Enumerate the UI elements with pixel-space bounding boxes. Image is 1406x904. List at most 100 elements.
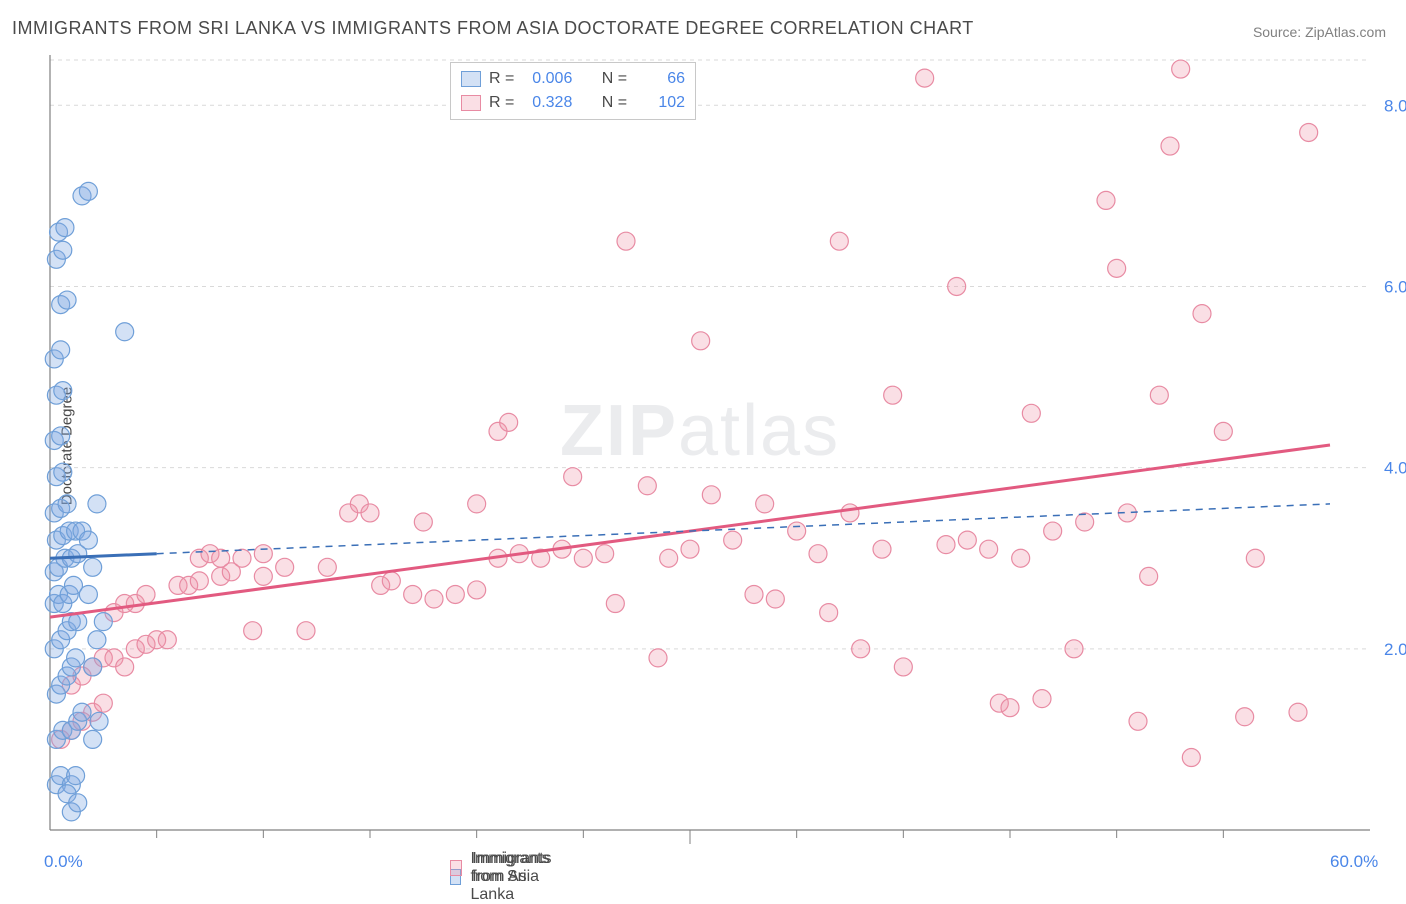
data-point-asia	[1129, 712, 1147, 730]
data-point-asia	[1033, 690, 1051, 708]
data-point-asia	[980, 540, 998, 558]
data-point-asia	[702, 486, 720, 504]
data-point-asia	[254, 545, 272, 563]
y-tick-label: 4.0%	[1384, 459, 1406, 478]
trend-line-srilanka-dashed	[157, 504, 1330, 554]
data-point-srilanka	[84, 558, 102, 576]
data-point-asia	[425, 590, 443, 608]
data-point-asia	[1044, 522, 1062, 540]
y-tick-label: 6.0%	[1384, 277, 1406, 296]
data-point-srilanka	[69, 794, 87, 812]
data-point-asia	[297, 622, 315, 640]
data-point-srilanka	[84, 730, 102, 748]
data-point-asia	[1182, 749, 1200, 767]
data-point-asia	[820, 604, 838, 622]
data-point-asia	[916, 69, 934, 87]
correlation-legend: R =0.006 N =66R =0.328 N =102	[450, 62, 696, 120]
data-point-asia	[500, 413, 518, 431]
data-point-asia	[649, 649, 667, 667]
data-point-srilanka	[88, 495, 106, 513]
legend-swatch	[461, 95, 481, 111]
data-point-asia	[468, 495, 486, 513]
legend-swatch	[450, 860, 462, 876]
data-point-asia	[1001, 699, 1019, 717]
data-point-asia	[830, 232, 848, 250]
data-point-asia	[692, 332, 710, 350]
legend-item: Immigrants from Asia	[450, 850, 559, 886]
legend-label: Immigrants from Asia	[472, 850, 559, 886]
data-point-asia	[948, 277, 966, 295]
data-point-asia	[788, 522, 806, 540]
data-point-asia	[1300, 123, 1318, 141]
data-point-asia	[596, 545, 614, 563]
data-point-srilanka	[52, 341, 70, 359]
data-point-asia	[254, 567, 272, 585]
data-point-asia	[574, 549, 592, 567]
data-point-asia	[1097, 191, 1115, 209]
data-point-srilanka	[88, 631, 106, 649]
x-tick-label-min: 0.0%	[44, 852, 83, 872]
data-point-asia	[841, 504, 859, 522]
data-point-srilanka	[94, 613, 112, 631]
data-point-asia	[404, 585, 422, 603]
data-point-asia	[1022, 404, 1040, 422]
data-point-asia	[1236, 708, 1254, 726]
data-point-asia	[137, 585, 155, 603]
data-point-asia	[638, 477, 656, 495]
data-point-asia	[1193, 305, 1211, 323]
data-point-asia	[564, 468, 582, 486]
data-point-asia	[724, 531, 742, 549]
data-point-srilanka	[79, 531, 97, 549]
data-point-asia	[884, 386, 902, 404]
data-point-asia	[361, 504, 379, 522]
data-point-asia	[873, 540, 891, 558]
data-point-asia	[190, 572, 208, 590]
data-point-asia	[244, 622, 262, 640]
y-tick-label: 8.0%	[1384, 96, 1406, 115]
data-point-asia	[318, 558, 336, 576]
legend-row: R =0.328 N =102	[461, 91, 685, 115]
data-point-asia	[116, 658, 134, 676]
data-point-asia	[606, 595, 624, 613]
data-point-srilanka	[116, 323, 134, 341]
legend-swatch	[461, 71, 481, 87]
data-point-srilanka	[67, 767, 85, 785]
data-point-asia	[852, 640, 870, 658]
data-point-srilanka	[84, 658, 102, 676]
data-point-asia	[766, 590, 784, 608]
legend-row: R =0.006 N =66	[461, 67, 685, 91]
data-point-srilanka	[79, 182, 97, 200]
data-point-asia	[1012, 549, 1030, 567]
data-point-asia	[809, 545, 827, 563]
data-point-srilanka	[54, 382, 72, 400]
data-point-asia	[660, 549, 678, 567]
data-point-srilanka	[54, 241, 72, 259]
data-point-asia	[233, 549, 251, 567]
data-point-srilanka	[56, 219, 74, 237]
data-point-asia	[937, 536, 955, 554]
data-point-asia	[94, 694, 112, 712]
data-point-asia	[894, 658, 912, 676]
data-point-srilanka	[58, 495, 76, 513]
data-point-srilanka	[52, 427, 70, 445]
data-point-asia	[1161, 137, 1179, 155]
data-point-asia	[276, 558, 294, 576]
data-point-asia	[958, 531, 976, 549]
scatter-plot: 2.0%4.0%6.0%8.0%	[0, 0, 1406, 892]
data-point-asia	[414, 513, 432, 531]
data-point-asia	[756, 495, 774, 513]
data-point-srilanka	[67, 649, 85, 667]
data-point-asia	[745, 585, 763, 603]
data-point-asia	[1140, 567, 1158, 585]
data-point-srilanka	[79, 585, 97, 603]
data-point-asia	[446, 585, 464, 603]
data-point-srilanka	[58, 291, 76, 309]
data-point-asia	[468, 581, 486, 599]
data-point-asia	[681, 540, 699, 558]
x-tick-label-max: 60.0%	[1330, 852, 1378, 872]
data-point-asia	[1246, 549, 1264, 567]
data-point-srilanka	[73, 703, 91, 721]
data-point-asia	[1172, 60, 1190, 78]
data-point-asia	[1108, 259, 1126, 277]
data-point-asia	[1214, 422, 1232, 440]
